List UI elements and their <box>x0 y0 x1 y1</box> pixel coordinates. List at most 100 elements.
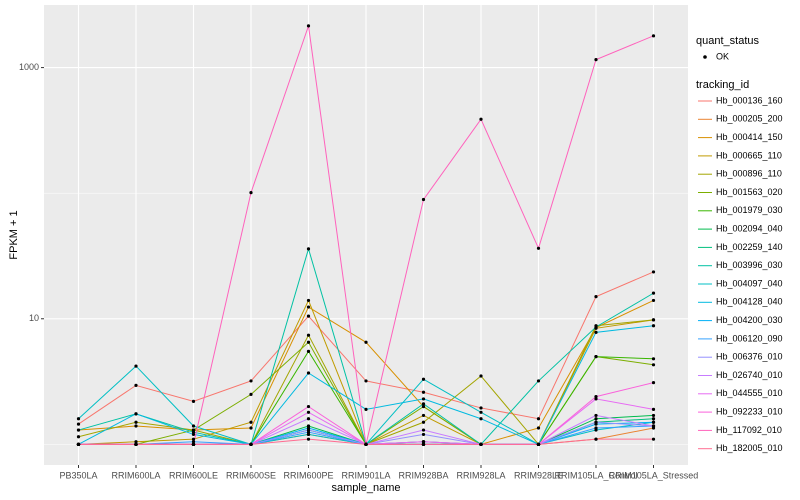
legend-label: Hb_044555_010 <box>716 388 783 398</box>
data-point <box>134 420 138 424</box>
data-point <box>536 379 541 383</box>
data-point <box>651 270 656 274</box>
data-point <box>306 349 311 353</box>
x-tick-label: RRIM600PE <box>283 470 333 480</box>
data-point <box>306 428 311 432</box>
data-point <box>306 305 311 309</box>
data-point <box>651 324 656 328</box>
legend-label: Hb_000414_150 <box>716 132 783 142</box>
data-point <box>364 407 368 411</box>
data-point <box>76 417 81 421</box>
legend-label: Hb_004128_040 <box>716 297 783 307</box>
data-point <box>479 406 483 410</box>
x-tick-label: RRIM928BA <box>398 470 448 480</box>
data-point <box>536 442 541 446</box>
data-point <box>191 432 196 437</box>
data-point <box>651 437 656 441</box>
data-point <box>651 420 656 424</box>
data-point <box>421 197 426 202</box>
data-point <box>306 24 311 28</box>
data-point <box>134 424 138 428</box>
data-point <box>76 428 81 432</box>
x-tick-label: RRIM105LA_Control <box>554 470 637 480</box>
data-point <box>306 417 311 421</box>
data-point <box>191 440 196 444</box>
data-point <box>134 364 138 368</box>
data-point <box>134 442 138 446</box>
data-point <box>191 399 196 403</box>
data-point <box>306 437 311 441</box>
data-point <box>536 426 541 430</box>
data-point <box>249 420 253 424</box>
data-point <box>594 58 598 62</box>
data-point <box>651 291 656 295</box>
legend-label: Hb_000896_110 <box>716 169 782 179</box>
x-axis-title: sample_name <box>331 482 400 494</box>
data-point <box>306 371 311 375</box>
data-point <box>306 340 311 344</box>
data-point <box>651 298 656 303</box>
data-point <box>249 392 253 396</box>
y-tick-label: 1000 <box>19 62 39 72</box>
data-point <box>651 318 656 322</box>
data-point <box>134 412 138 416</box>
data-point <box>421 432 426 437</box>
legend-title: quant_status <box>696 35 759 47</box>
data-point <box>421 440 426 444</box>
legend-label: Hb_004097_040 <box>716 278 783 288</box>
legend-label: Hb_026740_010 <box>716 370 783 380</box>
data-point <box>134 383 138 387</box>
data-point <box>594 330 598 334</box>
data-point <box>421 413 426 418</box>
data-point <box>364 340 368 344</box>
data-point <box>421 377 426 381</box>
x-tick-label: RRIM600LE <box>169 470 218 480</box>
data-point <box>76 442 81 446</box>
data-point <box>421 404 426 409</box>
data-point <box>651 34 656 38</box>
data-point <box>594 420 598 424</box>
data-point <box>421 428 426 432</box>
data-point <box>479 410 483 414</box>
data-point <box>479 442 483 446</box>
legend-label: Hb_003996_030 <box>716 260 783 270</box>
data-point <box>421 390 426 394</box>
legend-label: Hb_182005_010 <box>716 443 783 453</box>
data-point <box>421 442 426 446</box>
data-point <box>421 420 426 424</box>
data-point <box>536 246 541 250</box>
legend-label: Hb_117092_010 <box>716 425 782 435</box>
data-point <box>594 413 598 418</box>
y-tick-label: 10 <box>29 313 39 323</box>
data-point <box>651 357 656 361</box>
legend-label: Hb_000205_200 <box>716 114 783 124</box>
legend-label: Hb_002094_040 <box>716 223 783 233</box>
x-tick-label: RRIM901LA <box>341 470 390 480</box>
data-point <box>76 422 81 426</box>
data-point <box>306 404 311 409</box>
x-tick-label: PB350LA <box>59 470 97 480</box>
data-point <box>306 247 311 251</box>
data-point <box>479 417 483 421</box>
x-tick-label: RRIM928LE <box>514 470 563 480</box>
data-point <box>364 442 368 446</box>
data-point <box>421 402 426 406</box>
x-tick-label: RRIM105LA_Stressed <box>609 470 699 480</box>
data-point <box>191 442 196 446</box>
legend-label: Hb_000665_110 <box>716 150 782 160</box>
data-point <box>249 379 253 383</box>
data-point <box>306 298 311 303</box>
data-point <box>249 191 253 195</box>
data-point <box>479 117 483 121</box>
data-point <box>651 424 656 428</box>
x-tick-label: RRIM600SE <box>226 470 276 480</box>
x-tick-label: RRIM600LA <box>111 470 160 480</box>
data-point <box>594 395 598 399</box>
data-point <box>76 435 81 439</box>
legend-label: Hb_001979_030 <box>716 205 783 215</box>
data-point <box>536 417 541 421</box>
legend-label: Hb_002259_140 <box>716 242 783 252</box>
data-point <box>249 442 253 446</box>
data-point <box>134 440 138 444</box>
